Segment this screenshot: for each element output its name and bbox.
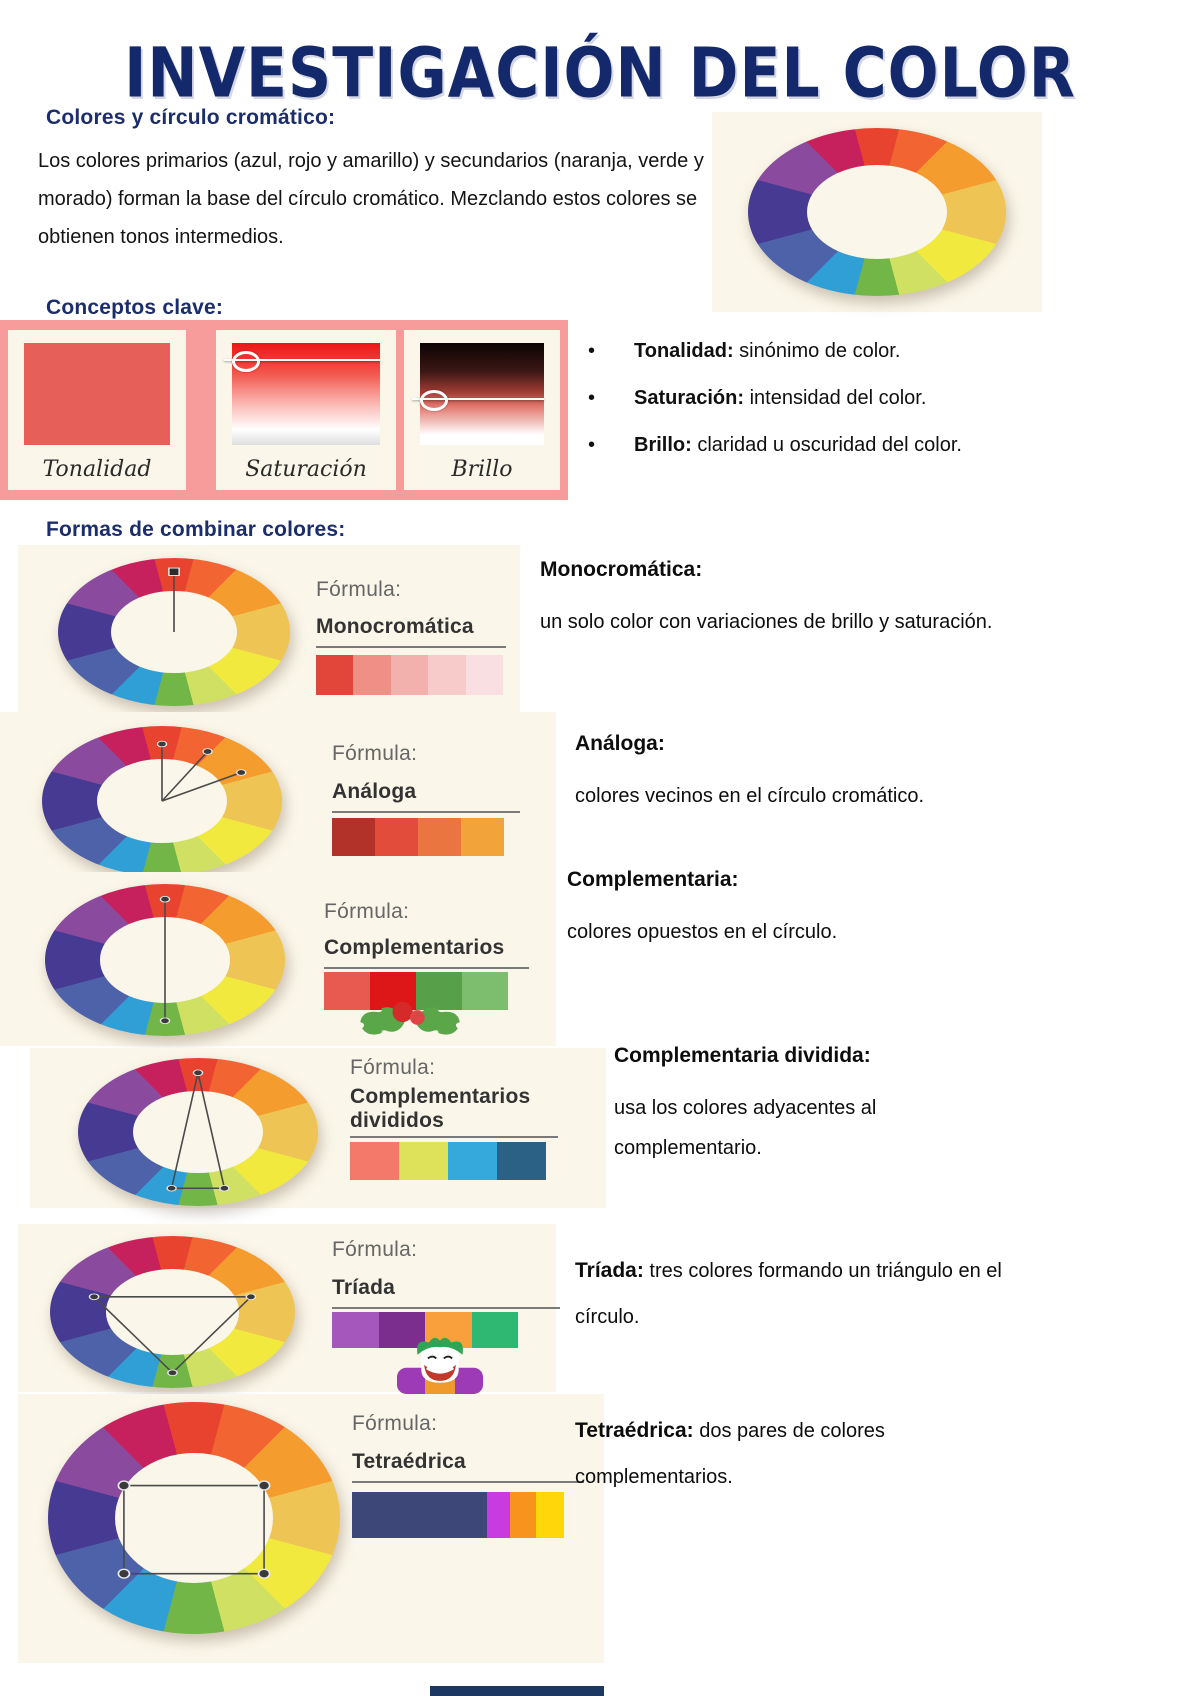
desc-triada: Tríada: tres colores formando un triángu… xyxy=(575,1259,1002,1328)
card-tonalidad: Tonalidad xyxy=(8,330,186,490)
bottom-bar xyxy=(430,1686,604,1696)
formula-name: Complementarios xyxy=(324,936,529,969)
swatch xyxy=(536,1492,564,1538)
scheme-lines-mono xyxy=(168,567,180,706)
card-saturacion: Saturación xyxy=(216,330,396,490)
swatch xyxy=(350,1142,399,1180)
concepts-heading: Conceptos clave: xyxy=(46,296,224,319)
wheel-analoga xyxy=(42,726,282,876)
wheel-hole xyxy=(115,1453,273,1583)
swatch-strip-tetraedrica xyxy=(352,1492,564,1538)
formula-label: Fórmula: xyxy=(352,1412,438,1435)
brillo-slider xyxy=(412,390,544,412)
scheme-lines-divididos xyxy=(166,1069,230,1192)
swatch xyxy=(352,1492,488,1538)
desc-analoga: Análoga: colores vecinos en el círculo cr… xyxy=(575,732,925,807)
swatch xyxy=(332,818,375,856)
swatch xyxy=(418,818,461,856)
bullet-icon: • xyxy=(588,434,596,456)
swatch xyxy=(332,1312,379,1348)
formula-name: Complementarios divididos xyxy=(350,1085,558,1139)
formula-name: Tetraédrica xyxy=(352,1450,584,1483)
formula-label: Fórmula: xyxy=(350,1056,436,1079)
bullet-icon: • xyxy=(588,387,596,409)
card-label: Brillo xyxy=(451,457,513,482)
page-title: INVESTIGACIÓN DEL COLOR xyxy=(124,34,1076,114)
bullet-saturacion: • Saturación: intensidad del color. xyxy=(588,387,927,409)
wheel-triada xyxy=(50,1236,295,1388)
holly-icon xyxy=(360,1001,460,1035)
bullet-tonalidad: • Tonalidad: sinónimo de color. xyxy=(588,340,901,362)
desc-dividida: Complementaria dividida: usa los colores … xyxy=(614,1044,877,1159)
joker-icon xyxy=(396,1337,484,1394)
tonalidad-swatch xyxy=(24,343,170,445)
scheme-lines-complementarios xyxy=(159,895,171,1025)
swatch xyxy=(510,1492,537,1538)
formula-label: Fórmula: xyxy=(316,578,402,601)
swatch xyxy=(471,1312,518,1348)
formula-label: Fórmula: xyxy=(324,900,410,923)
swatch xyxy=(428,655,466,695)
swatch-strip-triada xyxy=(332,1312,518,1348)
scheme-lines-analoga xyxy=(156,740,247,876)
intro-heading: Colores y círculo cromático: xyxy=(46,106,336,129)
intro-paragraph: Los colores primarios (azul, rojo y amar… xyxy=(38,150,704,248)
swatch xyxy=(316,655,354,695)
swatch xyxy=(353,655,391,695)
bullet-brillo: • Brillo: claridad u oscuridad del color. xyxy=(588,434,962,456)
swatch xyxy=(465,655,504,695)
wheel-monocromatica xyxy=(58,558,290,706)
saturacion-slider xyxy=(224,351,380,373)
card-label: Tonalidad xyxy=(42,457,152,482)
swatch xyxy=(448,1142,497,1180)
swatch-strip-divididos xyxy=(350,1142,546,1180)
swatch xyxy=(461,818,504,856)
swatch xyxy=(416,972,462,1010)
swatch xyxy=(375,818,418,856)
formula-label: Fórmula: xyxy=(332,742,418,765)
saturacion-gradient xyxy=(224,343,380,445)
swatch xyxy=(324,972,370,1010)
swatch xyxy=(497,1142,546,1180)
brillo-gradient xyxy=(412,343,544,445)
swatch-strip-complementarios xyxy=(324,972,508,1010)
desc-complementaria: Complementaria: colores opuestos en el cí… xyxy=(567,868,838,943)
combos-heading: Formas de combinar colores: xyxy=(46,518,346,541)
scheme-lines-tetraedrica xyxy=(117,1480,271,1579)
wheel-hole xyxy=(106,1269,239,1355)
wheel-complementarios xyxy=(45,884,285,1036)
wheel-divididos xyxy=(78,1058,318,1206)
swatch xyxy=(487,1492,511,1538)
swatch xyxy=(462,972,508,1010)
wheel-tetraedrica xyxy=(48,1402,340,1634)
wheel-hole xyxy=(807,164,947,260)
swatch xyxy=(378,1312,425,1348)
bullet-icon: • xyxy=(588,340,596,362)
color-wheel xyxy=(748,128,1006,296)
desc-tetraedrica: Tetraédrica: dos pares de colores comple… xyxy=(575,1419,885,1488)
concepts-pink-panel: Tonalidad Saturación Brillo xyxy=(0,320,568,500)
card-label: Saturación xyxy=(245,457,367,482)
slider-knob-icon xyxy=(232,351,260,373)
formula-name: Tríada xyxy=(332,1276,560,1309)
color-wheel-panel xyxy=(712,112,1042,312)
swatch xyxy=(390,655,429,695)
desc-monocromatica: Monocromática: un solo color con variacio… xyxy=(540,558,993,633)
scheme-lines-triada xyxy=(88,1293,257,1377)
formula-name: Análoga xyxy=(332,780,520,813)
swatch-strip-mono xyxy=(316,655,504,695)
formula-label: Fórmula: xyxy=(332,1238,418,1261)
slider-knob-icon xyxy=(420,390,448,412)
wheel-hole xyxy=(133,1090,263,1174)
formula-name: Monocromática xyxy=(316,615,506,648)
card-brillo: Brillo xyxy=(404,330,560,490)
swatch xyxy=(399,1142,448,1180)
swatch-strip-analoga xyxy=(332,818,504,856)
